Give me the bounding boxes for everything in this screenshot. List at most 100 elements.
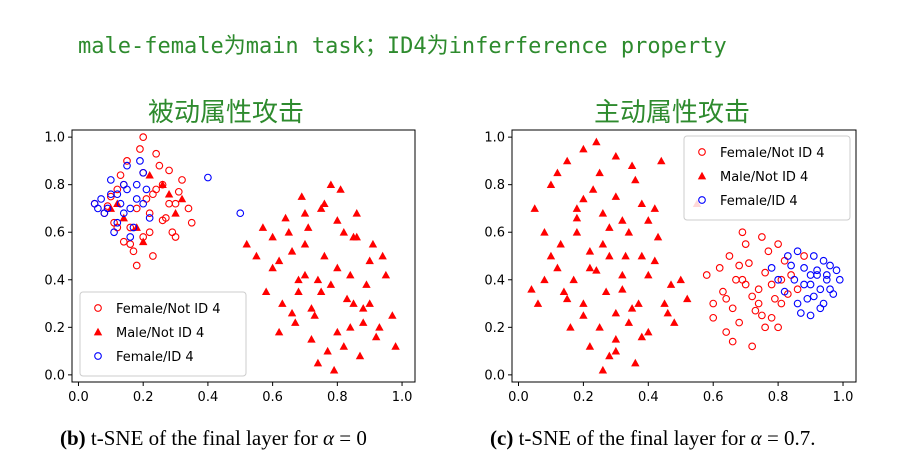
left-point-male-not-id-4 [381,270,391,279]
left-legend-marker [93,327,103,336]
left-point-male-not-id-4 [346,323,355,331]
left-points-group [90,133,400,374]
left-point-female-id-4 [123,185,131,194]
left-point-male-not-id-4 [252,251,261,260]
left-point-female-id-4 [106,176,115,184]
left-point-male-not-id-4 [281,213,290,222]
left-point-male-not-id-4 [339,228,349,236]
left-caption-label: (b) [60,426,86,450]
left-point-female-not-id-4 [178,176,186,184]
right-point-female-not-id-4 [702,271,711,279]
left-point-male-not-id-4 [320,251,329,260]
left-point-female-not-id-4 [106,192,115,201]
left-point-female-not-id-4 [152,149,160,158]
right-point-male-not-id-4 [644,327,653,336]
right-y-tick-label: 0.2 [484,321,505,336]
right-legend-label: Female/ID 4 [720,194,798,209]
left-x-tick-label: 0.6 [262,390,283,405]
right-point-female-not-id-4 [758,311,766,320]
right-point-male-not-id-4 [553,168,562,177]
right-point-female-not-id-4 [738,228,747,237]
right-point-female-not-id-4 [741,280,750,289]
left-point-male-not-id-4 [326,280,336,288]
left-point-male-not-id-4 [242,239,251,248]
right-point-female-not-id-4 [732,275,740,284]
left-point-female-not-id-4 [184,204,193,213]
left-point-male-not-id-4 [287,247,297,255]
right-point-female-not-id-4 [754,299,763,308]
left-point-male-not-id-4 [294,287,303,296]
right-point-male-not-id-4 [540,228,549,236]
left-caption-symbol: α [323,426,335,450]
right-point-male-not-id-4 [631,358,640,367]
right-point-male-not-id-4 [611,192,621,200]
left-point-female-id-4 [103,204,112,213]
left-point-male-not-id-4 [313,358,323,367]
left-point-female-id-4 [132,195,141,203]
left-point-male-not-id-4 [268,263,277,272]
left-caption-value: = 0 [334,426,367,450]
right-point-female-id-4 [822,271,831,279]
left-point-male-not-id-4 [284,228,294,236]
left-point-female-not-id-4 [155,161,164,170]
left-legend-label: Female/Not ID 4 [116,302,221,317]
right-point-female-not-id-4 [751,306,760,315]
page-title: male-female为main task；ID4为inferference p… [78,34,727,59]
left-x-tick-label: 1.0 [392,390,413,405]
right-point-male-not-id-4 [527,285,536,293]
right-point-male-not-id-4 [579,144,588,153]
left-figure-caption: (b) t-SNE of the final layer for α = 0 [60,426,367,451]
left-x-tick-label: 0.0 [68,390,89,405]
right-point-female-id-4 [819,256,828,265]
right-point-female-not-id-4 [728,304,737,313]
right-point-male-not-id-4 [585,263,595,272]
right-legend-box [683,135,851,221]
right-y-tick-label: 0.8 [484,178,505,193]
right-point-female-id-4 [819,299,828,308]
right-point-female-not-id-4 [715,264,724,272]
left-point-female-not-id-4 [116,171,125,180]
right-point-female-not-id-4 [758,233,766,241]
left-point-male-not-id-4 [258,223,268,231]
right-point-female-id-4 [809,252,818,260]
right-point-male-not-id-4 [540,275,549,284]
left-point-male-not-id-4 [119,213,128,222]
right-point-female-not-id-4 [761,268,769,277]
left-point-female-id-4 [126,233,135,241]
right-y-tick-label: 1.0 [484,131,505,146]
left-legend-marker [94,304,102,312]
left-point-female-id-4 [204,173,212,182]
right-point-male-not-id-4 [627,161,637,170]
left-point-male-not-id-4 [268,232,277,241]
left-point-male-not-id-4 [355,351,365,360]
left-y-tick-label: 0.4 [44,273,65,288]
left-point-female-not-id-4 [119,237,128,246]
right-point-male-not-id-4 [566,323,575,331]
right-point-male-not-id-4 [605,223,614,231]
left-point-female-not-id-4 [139,133,148,141]
right-figure-caption: (c) t-SNE of the final layer for α = 0.7… [490,426,816,451]
right-point-male-not-id-4 [598,209,608,217]
left-point-male-not-id-4 [261,287,271,296]
right-point-female-id-4 [767,264,776,272]
right-legend-label: Female/Not ID 4 [720,146,825,161]
right-point-male-not-id-4 [618,285,627,293]
right-point-male-not-id-4 [683,294,692,303]
left-point-female-not-id-4 [139,233,148,241]
left-point-male-not-id-4 [333,216,342,224]
left-point-male-not-id-4 [388,311,397,319]
right-point-male-not-id-4 [666,280,676,288]
right-legend-marker [698,196,706,204]
right-point-male-not-id-4 [585,247,595,255]
right-point-male-not-id-4 [569,275,578,284]
left-legend-marker [94,352,102,360]
left-point-male-not-id-4 [342,294,352,303]
left-point-female-not-id-4 [110,218,118,227]
right-point-female-not-id-4 [754,285,763,294]
right-point-female-not-id-4 [722,328,731,336]
right-point-male-not-id-4 [592,137,601,146]
left-point-female-not-id-4 [123,157,131,165]
left-point-female-id-4 [139,199,148,208]
right-point-female-not-id-4 [800,252,808,260]
right-point-male-not-id-4 [621,251,630,260]
